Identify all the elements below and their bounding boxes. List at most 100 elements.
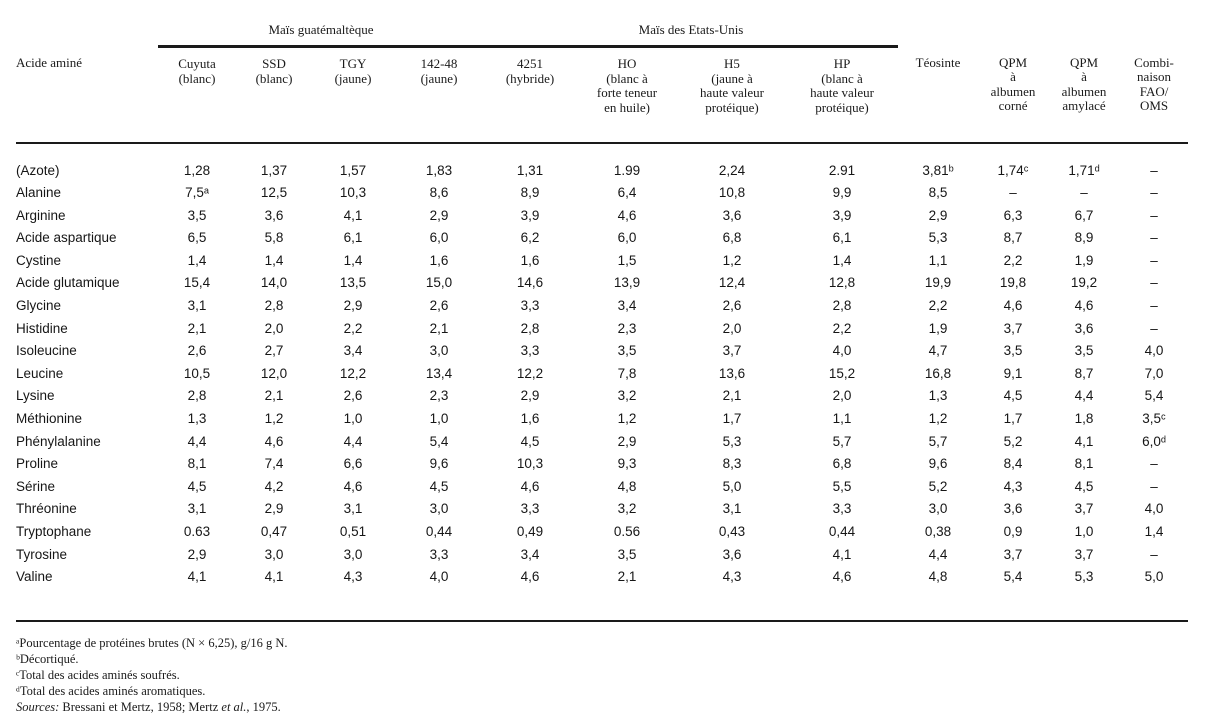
table-row: Acide glutamique 15,4 14,0 13,5 15,0 14,6 13,9… [16,272,1188,295]
cell-teosinte: 1,2 [928,411,948,427]
cell-cuyuta: 4,1 [187,569,207,585]
row-label: Proline [16,456,59,472]
cell-ssd: 0,47 [260,524,288,539]
cell-hp: 3,9 [832,207,852,223]
column-header-4251: 4251 (hybride) [484,46,576,144]
cell-ssd: 2,8 [264,298,284,314]
table-row: Valine 4,1 4,1 4,3 4,0 4,6 2,1 4,3 4,6 4,8 5,4 5,3 5… [16,566,1188,589]
column-header-tgy: TGY (jaune) [312,46,394,144]
cell-qpm-amylace: 19,2 [1070,275,1098,291]
cell-h5: 10,8 [718,185,746,201]
cell-4251: 3,3 [520,298,540,314]
cell-142-48: 6,0 [429,230,449,246]
cell-qpm-corne: 9,1 [1003,365,1023,381]
cell-142-48: 3,0 [429,501,449,517]
cell-fao-oms: – [1150,320,1158,336]
cell-fao-oms: 4,0 [1144,343,1164,359]
row-label: Glycine [16,298,62,314]
cell-h5: 3,6 [722,207,742,223]
cell-teosinte: 4,7 [928,343,948,359]
cell-cuyuta: 1,3 [187,411,207,427]
cell-teosinte: 16,8 [924,365,952,381]
cell-h5: 5,0 [722,478,742,494]
table-row: Phénylalanine 4,4 4,6 4,4 5,4 4,5 2,9 5,3 5,7 5,7… [16,431,1188,454]
cell-142-48: 5,4 [429,433,449,449]
cell-ho: 3,4 [617,298,637,314]
row-label: Leucine [16,365,64,381]
cell-cuyuta: 7,5ᵃ [185,185,209,201]
cell-h5: 2,0 [722,320,742,336]
table-row: Proline 8,1 7,4 6,6 9,6 10,3 9,3 8,3 6,8 9,6 8,4 8,… [16,453,1188,476]
cell-ho: 4,8 [617,478,637,494]
cell-qpm-corne: 8,7 [1003,230,1023,246]
cell-tgy: 3,4 [343,343,363,359]
row-label: Thréonine [16,501,77,517]
cell-ho: 4,6 [617,207,637,223]
group-header-mais-etats-unis: Maïs des Etats-Unis [484,6,899,48]
cell-fao-oms: 7,0 [1144,365,1164,381]
cell-qpm-amylace: 4,5 [1074,478,1094,494]
table-row: Cystine 1,4 1,4 1,4 1,6 1,6 1,5 1,2 1,4 1,1 2,2 1,9… [16,250,1188,273]
cell-142-48: 4,0 [429,569,449,585]
row-label: Lysine [16,388,55,404]
cell-fao-oms: 4,0 [1144,501,1164,517]
table-row: Thréonine 3,1 2,9 3,1 3,0 3,3 3,2 3,1 3,3 3,0 3,6 3… [16,498,1188,521]
cell-ssd: 12,0 [260,365,288,381]
group-header-mais-guatemalteque: Maïs guatémaltèque [158,6,484,48]
column-header-row: Acide aminé Cuyuta (blanc) SSD (blanc) TGY… [16,46,1189,144]
cell-teosinte: 19,9 [924,275,952,291]
sources-text-post: , 1975. [246,699,281,714]
cell-hp: 4,1 [832,546,852,562]
row-label: Alanine [16,185,62,201]
cell-qpm-corne: 3,6 [1003,501,1023,517]
cell-ssd: 2,9 [264,501,284,517]
cell-ho: 7,8 [617,365,637,381]
cell-teosinte: 5,2 [928,478,948,494]
cell-cuyuta: 4,5 [187,478,207,494]
cell-cuyuta: 15,4 [183,275,211,291]
table-row: Glycine 3,1 2,8 2,9 2,6 3,3 3,4 2,6 2,8 2,2 4,6 4,6… [16,295,1188,318]
cell-teosinte: 2,9 [928,207,948,223]
cell-h5: 3,1 [722,501,742,517]
table-row: Sérine 4,5 4,2 4,6 4,5 4,6 4,8 5,0 5,5 5,2 4,3 4,5 – [16,476,1188,499]
cell-tgy: 2,9 [343,298,363,314]
cell-teosinte: 1,1 [928,252,948,268]
cell-4251: 0,49 [516,524,544,539]
cell-tgy: 13,5 [339,275,367,291]
cell-4251: 3,3 [520,343,540,359]
cell-tgy: 12,2 [339,365,367,381]
cell-ho: 3,2 [617,501,637,517]
cell-ho: 3,2 [617,388,637,404]
cell-qpm-corne: 1,7 [1003,411,1023,427]
cell-tgy: 0,51 [339,524,367,539]
row-label: Arginine [16,207,66,223]
cell-ho: 3,5 [617,546,637,562]
column-header-qpm-corne: QPM à albumen corné [978,46,1049,144]
cell-ssd: 1,37 [260,162,288,178]
table-row: Histidine 2,1 2,0 2,2 2,1 2,8 2,3 2,0 2,2 1,9 3,7 3… [16,318,1188,341]
cell-fao-oms: 5,0 [1144,569,1164,585]
cell-cuyuta: 1,28 [183,162,211,178]
table-row: Acide aspartique 6,5 5,8 6,1 6,0 6,2 6,0 6,8 6,1… [16,227,1188,250]
cell-ssd: 5,8 [264,230,284,246]
row-label: Isoleucine [16,343,77,359]
cell-qpm-corne: 19,8 [999,275,1027,291]
cell-hp: 6,8 [832,456,852,472]
cell-142-48: 2,1 [429,320,449,336]
cell-ssd: 4,1 [264,569,284,585]
group-header-spacer [16,6,158,47]
table-row: Alanine 7,5ᵃ 12,5 10,3 8,6 8,9 6,4 10,8 9,9 8,5 – –… [16,182,1188,205]
sources-text-pre: Bressani et Mertz, 1958; Mertz [59,699,222,714]
cell-fao-oms: – [1150,298,1158,314]
cell-h5: 8,3 [722,456,742,472]
cell-fao-oms: – [1150,185,1158,201]
cell-ho: 1.99 [613,162,641,178]
cell-ssd: 3,0 [264,546,284,562]
cell-4251: 4,5 [520,433,540,449]
row-label: Acide aspartique [16,230,117,246]
cell-qpm-amylace: 3,7 [1074,501,1094,517]
footnote-c: ᶜTotal des acides aminés soufrés. [16,667,180,682]
cell-tgy: 1,57 [339,162,367,178]
cell-qpm-amylace: 1,71ᵈ [1068,162,1100,178]
cell-ho: 2,9 [617,433,637,449]
